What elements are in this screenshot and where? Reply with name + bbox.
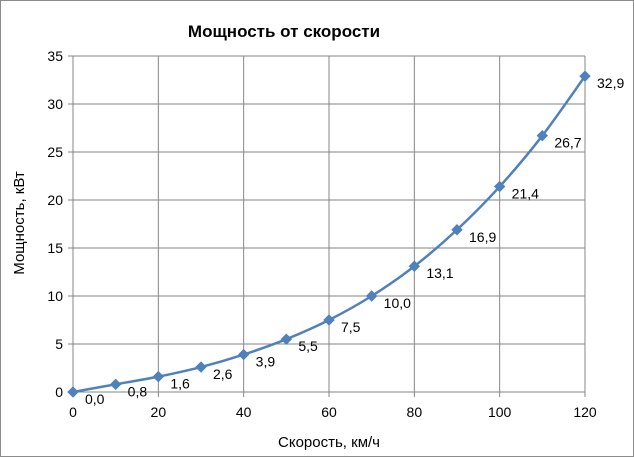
- data-point-marker: [152, 370, 165, 383]
- data-point-marker: [195, 361, 207, 373]
- data-label: 5,5: [298, 338, 318, 354]
- x-tick-label: 40: [236, 404, 252, 420]
- x-tick-label: 20: [151, 404, 167, 420]
- y-tick-label: 20: [47, 192, 63, 208]
- x-tick-label: 60: [321, 404, 337, 420]
- x-tick-label: 120: [573, 404, 597, 420]
- y-tick-label: 15: [47, 240, 63, 256]
- data-label: 0,0: [85, 391, 105, 407]
- data-point-marker: [280, 333, 293, 345]
- data-label: 1,6: [170, 376, 190, 392]
- data-point-marker: [536, 129, 549, 142]
- x-axis-title: Скорость, км/ч: [278, 434, 380, 451]
- data-point-marker: [365, 290, 378, 302]
- data-point-marker: [408, 260, 421, 272]
- x-tick-label: 0: [69, 404, 77, 420]
- data-label: 0,8: [128, 383, 148, 399]
- y-tick-label: 25: [47, 144, 63, 160]
- y-tick-label: 0: [55, 384, 63, 400]
- data-label: 32,9: [597, 75, 624, 91]
- data-point-marker: [237, 348, 250, 361]
- tick-labels: 0 5 10 15 20 25 30 35 0 20 40 60 80 100 120: [47, 48, 596, 420]
- y-tick-label: 10: [47, 288, 63, 304]
- series: [67, 70, 591, 398]
- data-label: 3,9: [256, 354, 276, 370]
- y-tick-label: 5: [55, 336, 63, 352]
- data-label: 13,1: [426, 265, 453, 281]
- data-label: 10,0: [384, 295, 411, 311]
- axes: [68, 55, 586, 397]
- data-labels: 0,0 0,8 1,6 2,6 3,9 5,5 7,5 10,0 13,1 16,9 21,4 26,…: [85, 75, 624, 407]
- chart-title: Мощность от скорости: [188, 22, 380, 41]
- y-axis-title: Мощность, кВт: [11, 171, 28, 275]
- y-tick-label: 30: [47, 96, 63, 112]
- data-label: 7,5: [341, 319, 361, 335]
- data-point-marker: [109, 378, 122, 391]
- grid: [72, 55, 586, 393]
- x-tick-label: 80: [407, 404, 423, 420]
- data-point-marker: [493, 180, 506, 193]
- data-label: 26,7: [554, 135, 581, 151]
- data-point-marker: [323, 314, 335, 326]
- data-label: 21,4: [512, 186, 539, 202]
- data-label: 2,6: [213, 366, 233, 382]
- x-tick-label: 100: [488, 404, 512, 420]
- data-point-marker: [67, 386, 79, 398]
- data-point-marker: [579, 70, 591, 82]
- y-tick-label: 35: [47, 48, 63, 64]
- data-label: 16,9: [469, 229, 496, 245]
- data-point-marker: [451, 224, 463, 236]
